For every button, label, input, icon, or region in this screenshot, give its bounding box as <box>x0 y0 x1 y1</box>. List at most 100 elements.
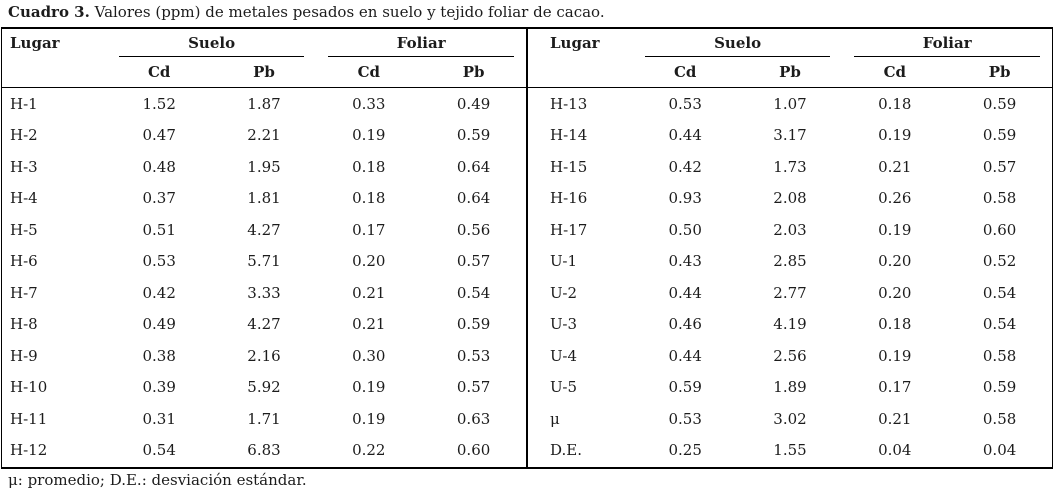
table-footnote: μ: promedio; D.E.: desviación estándar. <box>8 471 307 489</box>
value-cell: 2.56 <box>773 346 807 365</box>
value-cell: 0.52 <box>982 252 1017 271</box>
col-header-foliar-cd: Cd <box>316 57 422 88</box>
row-label-cell: H-6 <box>10 252 38 271</box>
table-row: H-7 0.42 3.33 0.21 0.54 <box>2 277 526 309</box>
table-caption-number: Cuadro 3. <box>8 3 90 21</box>
col-group-foliar-label: Foliar <box>922 34 972 52</box>
row-label-cell: H-15 <box>550 157 588 176</box>
value-cell: 0.47 <box>142 126 176 145</box>
table-left-half: Lugar Suelo Foliar Cd Pb Cd <box>2 29 526 467</box>
value-cell: 0.21 <box>352 315 386 334</box>
value-cell: 0.58 <box>982 409 1017 428</box>
row-label-cell: H-9 <box>10 346 38 365</box>
left-table-header: Lugar Suelo Foliar Cd Pb Cd <box>2 29 526 88</box>
value-cell: 0.51 <box>142 220 176 239</box>
row-label-cell: H-10 <box>10 378 48 397</box>
table-row: H-2 0.47 2.21 0.19 0.59 <box>2 120 526 152</box>
value-cell: 2.85 <box>773 252 807 271</box>
table-row: H-3 0.48 1.95 0.18 0.64 <box>2 151 526 183</box>
col-header-foliar-cd: Cd <box>842 57 948 88</box>
table-row: H-5 0.51 4.27 0.17 0.56 <box>2 214 526 246</box>
row-label-cell: U-2 <box>550 283 577 302</box>
value-cell: 0.21 <box>878 409 912 428</box>
value-cell: 5.71 <box>247 252 281 271</box>
value-cell: 1.71 <box>247 409 281 428</box>
value-cell: 0.18 <box>352 157 386 176</box>
table-caption: Cuadro 3. Valores (ppm) de metales pesad… <box>8 3 605 21</box>
value-cell: 0.26 <box>878 189 912 208</box>
right-table-body: H-13 0.53 1.07 0.18 0.59 H-14 0.44 3.17 0.19 0.59… <box>528 88 1052 467</box>
value-cell: 0.37 <box>142 189 176 208</box>
value-cell: 0.17 <box>352 220 386 239</box>
col-header-foliar-pb: Pb <box>421 57 526 88</box>
value-cell: 0.20 <box>878 283 912 302</box>
value-cell: 0.20 <box>878 252 912 271</box>
value-cell: 0.18 <box>878 315 912 334</box>
table-row: H-4 0.37 1.81 0.18 0.64 <box>2 183 526 215</box>
value-cell: 0.42 <box>142 283 176 302</box>
row-label-cell: H-14 <box>550 126 588 145</box>
value-cell: 0.59 <box>982 126 1017 145</box>
table-row: H-10 0.39 5.92 0.19 0.57 <box>2 372 526 404</box>
value-cell: 0.21 <box>878 157 912 176</box>
col-header-suelo-cd: Cd <box>632 57 738 88</box>
row-label-cell: H-8 <box>10 315 38 334</box>
foliar-underline <box>328 56 514 57</box>
table-row: U-2 0.44 2.77 0.20 0.54 <box>528 277 1052 309</box>
value-cell: 2.77 <box>773 283 807 302</box>
col-group-suelo: Suelo <box>633 29 843 57</box>
table-row: H-15 0.42 1.73 0.21 0.57 <box>528 151 1052 183</box>
table-row: H-11 0.31 1.71 0.19 0.63 <box>2 403 526 435</box>
value-cell: 0.50 <box>668 220 702 239</box>
value-cell: 0.49 <box>142 315 176 334</box>
table-row: H-8 0.49 4.27 0.21 0.59 <box>2 309 526 341</box>
col-header-suelo-pb: Pb <box>737 57 843 88</box>
table-row: H-9 0.38 2.16 0.30 0.53 <box>2 340 526 372</box>
value-cell: 0.57 <box>982 157 1017 176</box>
row-label-cell: H-7 <box>10 283 38 302</box>
col-header-lugar: Lugar <box>528 29 633 88</box>
value-cell: 0.59 <box>982 378 1017 397</box>
table-row: U-1 0.43 2.85 0.20 0.52 <box>528 246 1052 278</box>
header-sub-row: Cd Pb Cd Pb <box>2 57 526 88</box>
header-group-row: Lugar Suelo Foliar <box>528 29 1052 88</box>
value-cell: 1.87 <box>247 94 281 113</box>
col-header-foliar-pb: Pb <box>947 57 1052 88</box>
col-header-lugar: Lugar <box>2 29 107 88</box>
table-row: H-17 0.50 2.03 0.19 0.60 <box>528 214 1052 246</box>
suelo-underline <box>118 56 305 57</box>
value-cell: 0.31 <box>142 409 176 428</box>
value-cell: 1.52 <box>142 94 176 113</box>
value-cell: 0.25 <box>668 441 702 460</box>
table-row: H-12 0.54 6.83 0.22 0.60 <box>2 435 526 467</box>
value-cell: 1.73 <box>773 157 807 176</box>
value-cell: 0.59 <box>668 378 702 397</box>
table-caption-text: Valores (ppm) de metales pesados en suel… <box>89 3 605 21</box>
row-label-cell: U-4 <box>550 346 577 365</box>
value-cell: 3.02 <box>773 409 807 428</box>
row-label-cell: U-3 <box>550 315 577 334</box>
row-label-cell: H-4 <box>10 189 38 208</box>
value-cell: 0.19 <box>352 378 386 397</box>
value-cell: 0.04 <box>982 441 1017 460</box>
col-group-suelo-label: Suelo <box>188 34 236 52</box>
center-divider <box>526 29 528 467</box>
data-table: Lugar Suelo Foliar Cd Pb Cd <box>1 27 1053 469</box>
row-label-cell: H-13 <box>550 94 588 113</box>
table-right-half: Lugar Suelo Foliar Cd Pb Cd <box>528 29 1052 467</box>
value-cell: 0.18 <box>352 189 386 208</box>
value-cell: 0.44 <box>668 346 702 365</box>
table-row: D.E. 0.25 1.55 0.04 0.04 <box>528 435 1052 467</box>
value-cell: 0.39 <box>142 378 176 397</box>
row-label-cell: H-1 <box>10 94 38 113</box>
value-cell: 0.93 <box>668 189 702 208</box>
value-cell: 6.83 <box>247 441 281 460</box>
value-cell: 0.20 <box>352 252 386 271</box>
col-group-foliar: Foliar <box>842 29 1052 57</box>
row-label-cell: H-2 <box>10 126 38 145</box>
value-cell: 0.60 <box>456 441 491 460</box>
value-cell: 4.27 <box>247 220 281 239</box>
value-cell: 0.59 <box>982 94 1017 113</box>
value-cell: 1.81 <box>247 189 281 208</box>
row-label-cell: H-12 <box>10 441 48 460</box>
